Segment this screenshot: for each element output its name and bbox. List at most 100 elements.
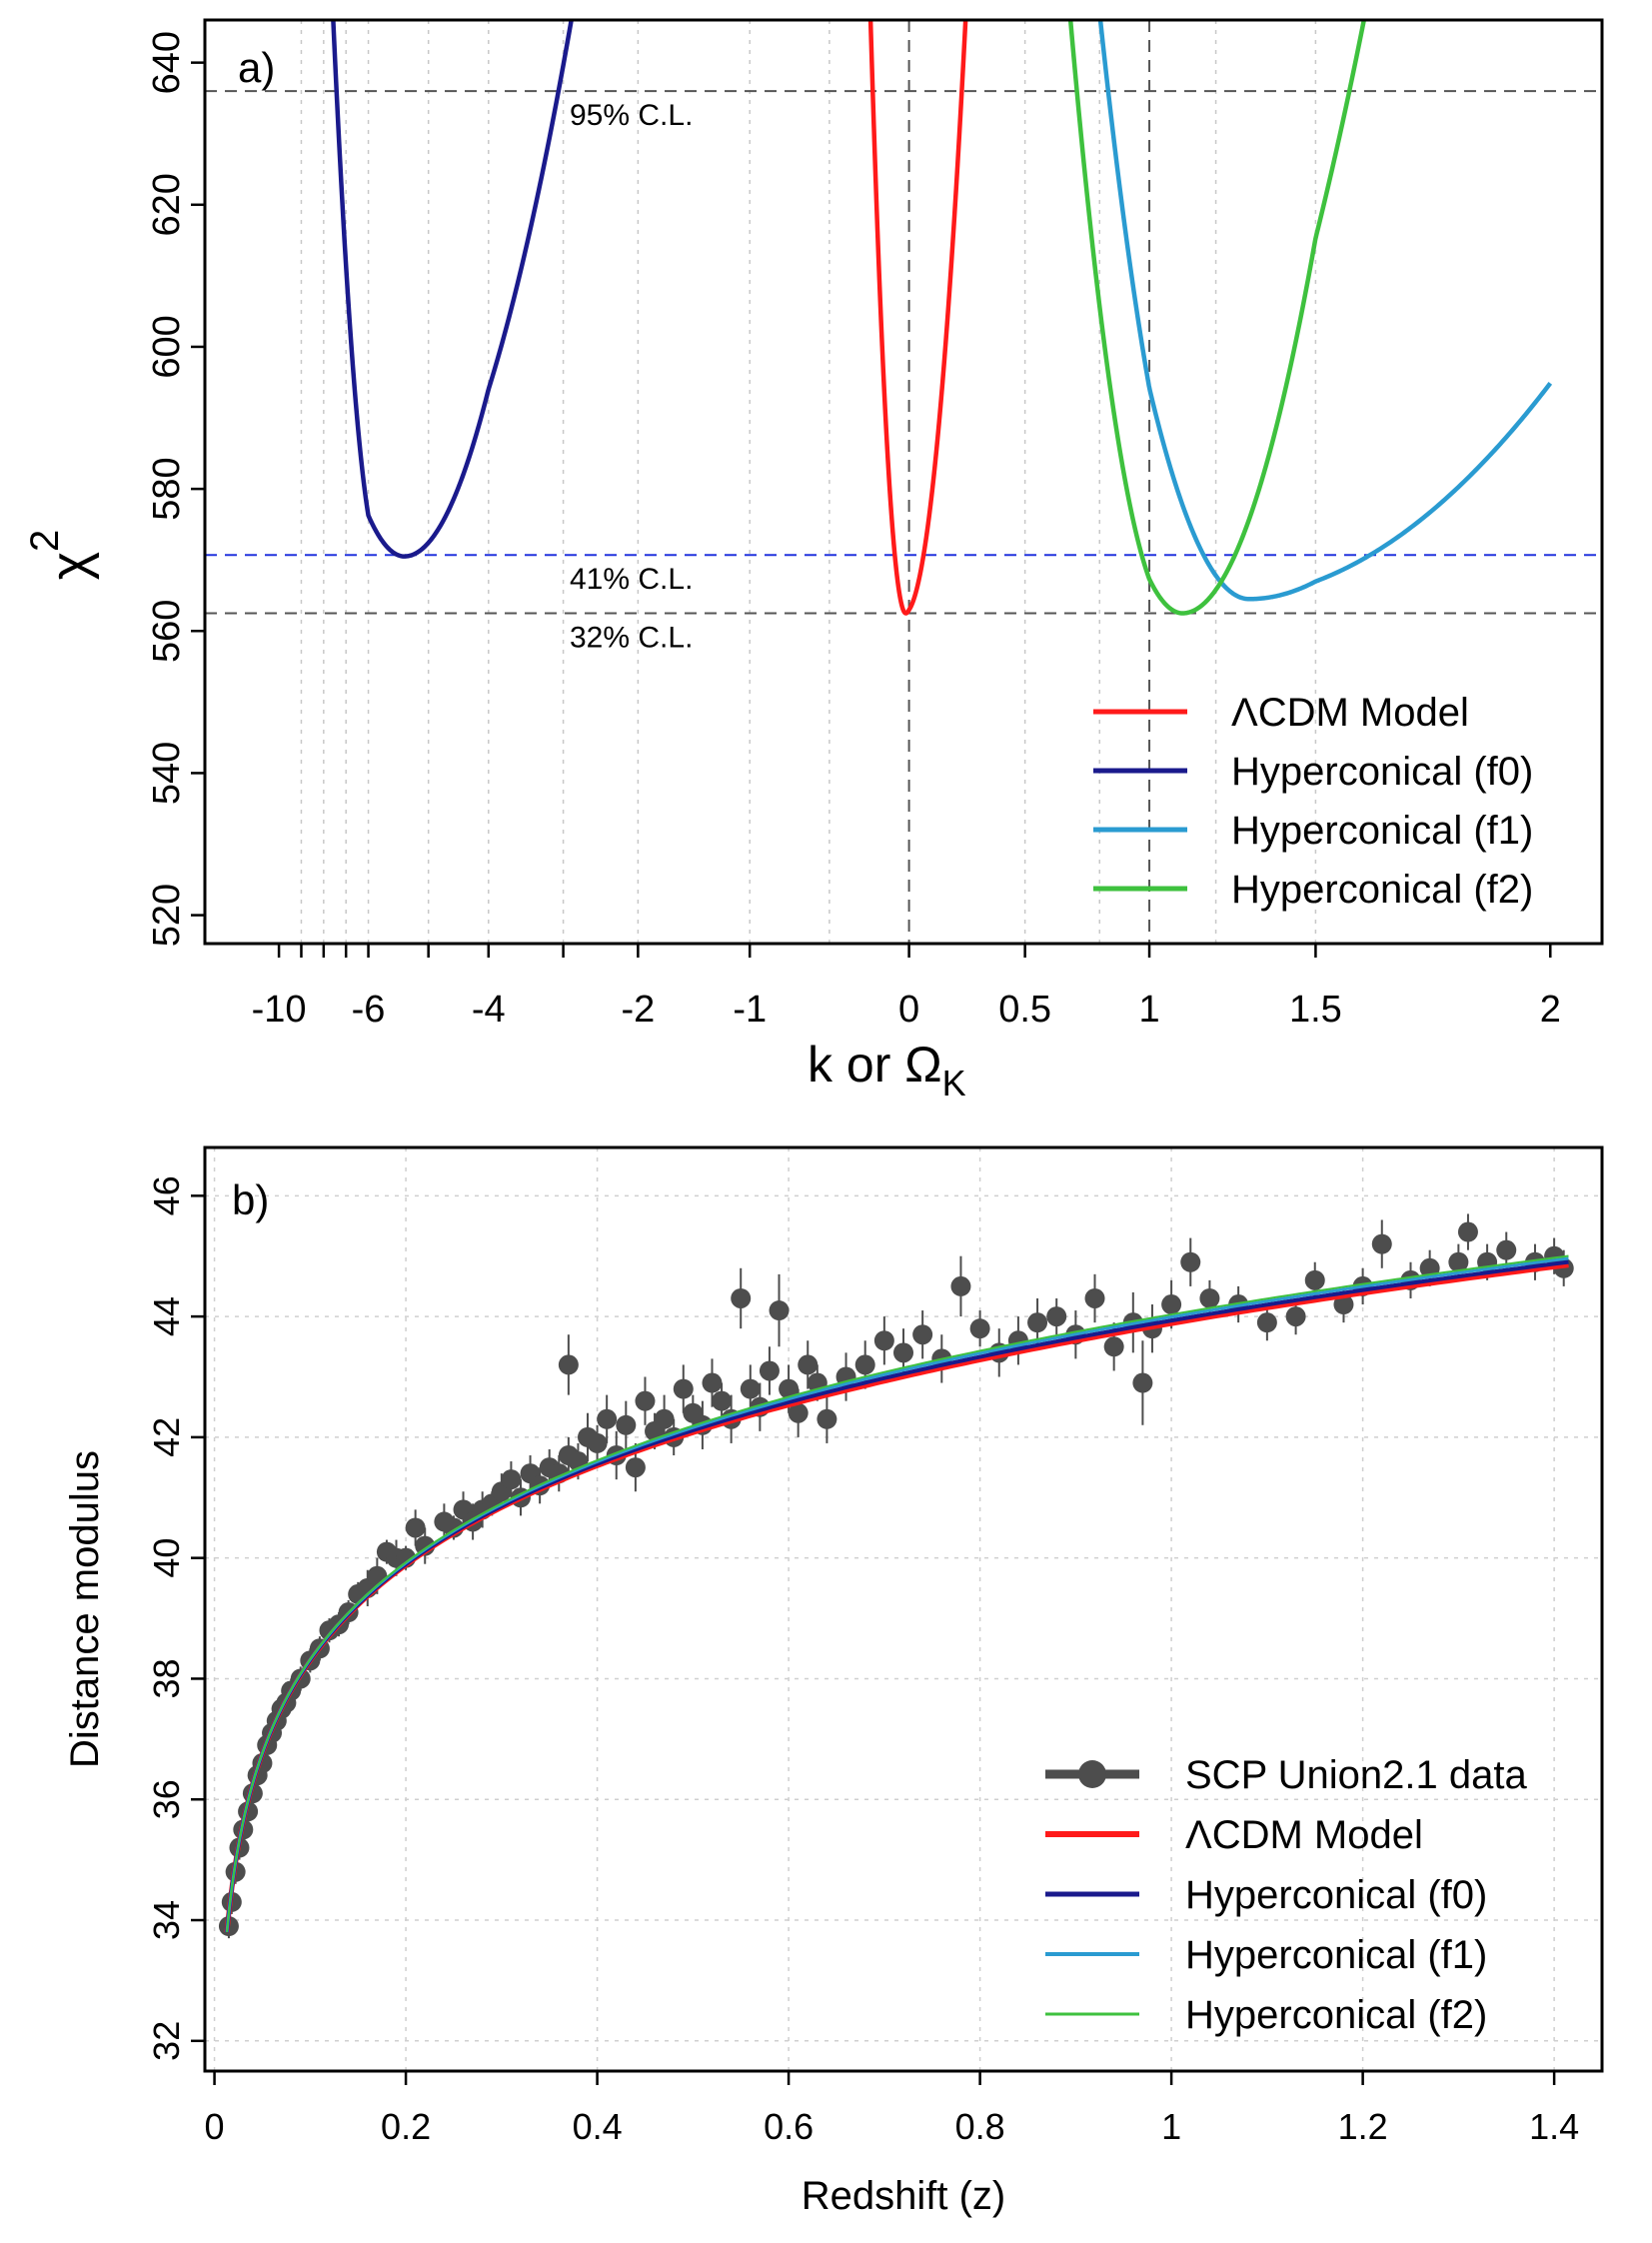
chi2-ytick-label-560: 560 (146, 600, 188, 663)
hubble-ytick-label-42: 42 (146, 1417, 187, 1457)
hubble-ytick-label-32: 32 (146, 2021, 187, 2061)
chi2-ytick-label-620: 620 (146, 173, 188, 236)
data-point-81 (1027, 1312, 1048, 1333)
chi2-xtick-label-6: -6 (352, 989, 386, 1031)
chi2-y-axis-title-main: χ (40, 552, 100, 580)
hubble-curve-hyperconical-f2 (226, 1254, 1569, 1932)
data-point-36 (501, 1469, 522, 1490)
hubble-panel-label: b) (232, 1176, 269, 1223)
data-point-62 (740, 1378, 761, 1399)
data-point-74 (893, 1342, 913, 1363)
chi2-ytick-label-600: 600 (146, 315, 188, 378)
data-point-102 (1457, 1221, 1478, 1242)
data-point-78 (969, 1318, 990, 1339)
data-point-94 (1285, 1306, 1306, 1327)
data-point-70 (817, 1408, 837, 1429)
chi2-y-axis: 520 540 560 580 600 620 640 (146, 31, 205, 947)
hubble-legend-label-hyperconical-f2: Hyperconical (f2) (1185, 1993, 1487, 2037)
chi2-x-axis-title-main: k or Ω (808, 1037, 942, 1093)
chi2-y-axis-title-sup: 2 (23, 530, 67, 552)
chi2-legend-label-hyperconical-f1: Hyperconical (f1) (1231, 809, 1533, 853)
data-point-90 (1180, 1251, 1201, 1272)
chi2-reference-lines: 95% C.L. 41% C.L. 32% C.L. (205, 20, 1602, 944)
data-point-85 (1103, 1336, 1124, 1357)
chi2-xtick-label-2: -2 (621, 989, 655, 1031)
chi2-curve-hyperconical-f0 (331, 20, 574, 559)
chi2-legend-label-hyperconical-f2: Hyperconical (f2) (1231, 868, 1533, 912)
hubble-y-axis: 32 34 36 38 40 42 44 46 (146, 1175, 205, 2061)
chi2-x-axis: -10 -6 -4 -2 -1 0 0.5 1 1.5 2 (252, 944, 1561, 1031)
chi2-xtick-label-2: 2 (1540, 989, 1561, 1031)
data-point-101 (1448, 1251, 1469, 1272)
chi2-ytick-label-540: 540 (146, 742, 188, 805)
hubble-xtick-label-1-4: 1.4 (1529, 2106, 1579, 2147)
hubble-xtick-label-1-2: 1.2 (1338, 2106, 1388, 2147)
data-point-55 (673, 1378, 694, 1399)
data-point-67 (788, 1402, 809, 1423)
data-point-98 (1371, 1233, 1392, 1254)
chi2-ytick-label-640: 640 (146, 31, 188, 94)
hubble-ytick-label-44: 44 (146, 1296, 187, 1336)
data-point-87 (1132, 1372, 1153, 1393)
chi2-series (331, 20, 1553, 616)
chi2-xtick-label-4: -4 (472, 989, 506, 1031)
data-point-59 (712, 1390, 733, 1411)
data-point-68 (798, 1354, 819, 1375)
hubble-legend-label-hyperconical-f1: Hyperconical (f1) (1185, 1933, 1487, 1977)
data-point-51 (635, 1390, 656, 1411)
chi2-xtick-label-0: 0 (898, 989, 919, 1031)
data-point-58 (702, 1372, 723, 1393)
hubble-xtick-label-0-8: 0.8 (955, 2106, 1005, 2147)
data-point-27 (405, 1517, 426, 1538)
hubble-legend: SCP Union2.1 data ΛCDM Model Hyperconical … (1045, 1753, 1527, 2037)
data-point-50 (625, 1457, 646, 1478)
chi2-panel: 95% C.L.41% C.L.32% C.L. -10 -6 -4 -2 -1 0 0.5… (23, 18, 1604, 1104)
hubble-x-axis-title: Redshift (z) (802, 2174, 1006, 2218)
chi2-x-axis-title-sub: K (942, 1063, 966, 1104)
cl-label-32-c-l: 32% C.L. (570, 621, 693, 654)
hubble-xtick-label-1: 1 (1161, 2106, 1181, 2147)
data-point-96 (1333, 1294, 1354, 1315)
hubble-plot-frame (203, 1145, 1604, 2073)
data-point-49 (616, 1414, 637, 1435)
chi2-curve-cdm-model (867, 20, 968, 616)
data-point-61 (731, 1287, 752, 1308)
hubble-gridlines (205, 1147, 1602, 2071)
data-point-77 (950, 1275, 971, 1296)
chi2-legend: ΛCDM Model Hyperconical (f0) Hyperconical … (1093, 691, 1533, 912)
chi2-legend-label-cdm-model: ΛCDM Model (1231, 691, 1469, 735)
chi2-curve-hyperconical-f1 (1097, 20, 1553, 602)
chi2-y-axis-title: χ2 (23, 530, 100, 581)
hubble-y-axis-title: Distance modulus (63, 1450, 107, 1768)
distance-modulus-panel: 0 0.2 0.4 0.6 0.8 1 1.2 1.4 32 34 36 38 40 42 44 46 b)… (63, 1145, 1604, 2218)
data-point-47 (597, 1408, 618, 1429)
hubble-xtick-label-0-4: 0.4 (573, 2106, 623, 2147)
hubble-ytick-label-36: 36 (146, 1779, 187, 1819)
cl-label-41-c-l: 41% C.L. (570, 563, 693, 596)
data-point-104 (1496, 1239, 1517, 1260)
chi2-gridlines (300, 20, 1317, 944)
chi2-panel-label: a) (238, 44, 275, 91)
data-point-73 (873, 1330, 894, 1351)
chi2-xtick-label-1-5: 1.5 (1289, 989, 1342, 1031)
hubble-ytick-label-38: 38 (146, 1658, 187, 1698)
hubble-model-curves (224, 1254, 1569, 1933)
hubble-data-points (218, 1213, 1574, 1939)
data-point-53 (654, 1408, 675, 1429)
hubble-xtick-label-0: 0 (205, 2106, 225, 2147)
data-point-93 (1256, 1312, 1277, 1333)
data-point-65 (769, 1300, 790, 1321)
hubble-xtick-label-0-2: 0.2 (381, 2106, 431, 2147)
data-point-89 (1161, 1294, 1182, 1315)
data-point-84 (1084, 1287, 1105, 1308)
chi2-xtick-label-10: -10 (252, 989, 307, 1031)
data-point-46 (587, 1432, 608, 1453)
chi2-curve-hyperconical-f2 (1067, 20, 1367, 616)
data-point-95 (1304, 1269, 1325, 1290)
data-point-66 (779, 1378, 800, 1399)
hubble-legend-label-hyperconical-f0: Hyperconical (f0) (1185, 1873, 1487, 1917)
data-point-82 (1046, 1306, 1067, 1327)
hubble-ytick-label-40: 40 (146, 1538, 187, 1578)
hubble-ytick-label-34: 34 (146, 1900, 187, 1940)
